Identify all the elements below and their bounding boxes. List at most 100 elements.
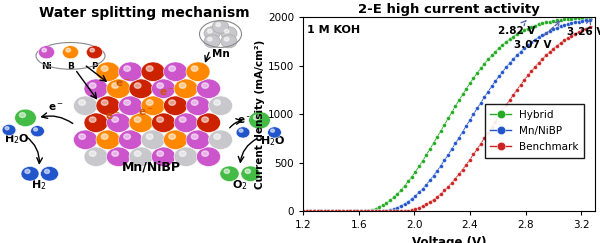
Circle shape bbox=[239, 129, 243, 132]
Circle shape bbox=[66, 48, 71, 52]
Circle shape bbox=[129, 113, 153, 132]
Circle shape bbox=[129, 79, 153, 98]
Circle shape bbox=[236, 127, 250, 138]
Circle shape bbox=[271, 129, 275, 132]
Circle shape bbox=[179, 83, 186, 88]
Benchmark bbox=[481, 136, 488, 139]
Circle shape bbox=[21, 166, 39, 181]
Circle shape bbox=[241, 166, 260, 182]
Benchmark bbox=[334, 210, 341, 213]
Text: 2.82 V: 2.82 V bbox=[498, 21, 535, 35]
Circle shape bbox=[107, 113, 131, 132]
Line: Mn/NiBP: Mn/NiBP bbox=[301, 17, 595, 213]
Benchmark bbox=[299, 210, 307, 213]
Circle shape bbox=[31, 126, 44, 137]
Circle shape bbox=[44, 169, 49, 174]
Text: e$^-$: e$^-$ bbox=[137, 107, 154, 119]
Circle shape bbox=[202, 83, 209, 88]
Circle shape bbox=[209, 130, 233, 149]
Y-axis label: Current density (mA/cm²): Current density (mA/cm²) bbox=[255, 40, 265, 189]
Circle shape bbox=[112, 117, 119, 122]
Circle shape bbox=[74, 130, 97, 149]
Circle shape bbox=[107, 147, 131, 166]
Circle shape bbox=[191, 100, 198, 105]
Circle shape bbox=[62, 46, 79, 59]
Circle shape bbox=[221, 27, 237, 40]
Circle shape bbox=[169, 66, 176, 71]
Text: e$^-$: e$^-$ bbox=[104, 111, 121, 122]
Circle shape bbox=[209, 96, 233, 115]
Text: e$^-$: e$^-$ bbox=[115, 78, 131, 89]
Circle shape bbox=[197, 147, 221, 166]
Circle shape bbox=[34, 128, 37, 131]
Circle shape bbox=[169, 100, 176, 105]
Text: O$_2$: O$_2$ bbox=[232, 178, 248, 192]
Circle shape bbox=[163, 96, 187, 115]
Hybrid bbox=[510, 35, 517, 38]
Circle shape bbox=[124, 66, 131, 71]
Text: H$_2$O: H$_2$O bbox=[4, 132, 29, 146]
Circle shape bbox=[19, 113, 25, 118]
Circle shape bbox=[101, 66, 108, 71]
Benchmark bbox=[394, 210, 401, 213]
Line: Hybrid: Hybrid bbox=[301, 16, 595, 213]
Circle shape bbox=[249, 112, 271, 129]
Circle shape bbox=[174, 113, 198, 132]
Circle shape bbox=[146, 134, 153, 139]
Circle shape bbox=[134, 151, 141, 156]
Text: e$^-$: e$^-$ bbox=[236, 115, 253, 126]
Circle shape bbox=[163, 130, 187, 149]
Circle shape bbox=[2, 124, 16, 136]
Circle shape bbox=[174, 147, 198, 166]
Circle shape bbox=[5, 127, 9, 130]
Circle shape bbox=[224, 29, 229, 33]
Circle shape bbox=[151, 147, 176, 166]
Circle shape bbox=[96, 130, 120, 149]
Circle shape bbox=[90, 48, 95, 52]
Circle shape bbox=[179, 117, 186, 122]
Mn/NiBP bbox=[394, 206, 401, 209]
Circle shape bbox=[208, 37, 212, 41]
Circle shape bbox=[169, 134, 176, 139]
Circle shape bbox=[84, 147, 108, 166]
Circle shape bbox=[134, 83, 141, 88]
Circle shape bbox=[224, 37, 229, 41]
Circle shape bbox=[174, 79, 198, 98]
Circle shape bbox=[204, 27, 220, 40]
Title: 2-E high current activity: 2-E high current activity bbox=[358, 3, 540, 16]
Circle shape bbox=[89, 117, 96, 122]
Line: Benchmark: Benchmark bbox=[301, 24, 595, 213]
Circle shape bbox=[79, 100, 86, 105]
Text: Water splitting mechanism: Water splitting mechanism bbox=[38, 6, 250, 20]
Benchmark bbox=[589, 25, 596, 28]
Circle shape bbox=[220, 166, 239, 182]
Circle shape bbox=[119, 62, 143, 81]
Circle shape bbox=[202, 151, 209, 156]
Circle shape bbox=[179, 151, 186, 156]
X-axis label: Voltage (V): Voltage (V) bbox=[412, 236, 487, 243]
Text: Ni: Ni bbox=[41, 62, 52, 71]
Circle shape bbox=[151, 113, 176, 132]
Circle shape bbox=[208, 29, 212, 33]
Legend: Hybrid, Mn/NiBP, Benchmark: Hybrid, Mn/NiBP, Benchmark bbox=[485, 104, 584, 158]
Circle shape bbox=[197, 79, 221, 98]
Circle shape bbox=[245, 169, 250, 174]
Circle shape bbox=[101, 100, 108, 105]
Circle shape bbox=[163, 62, 187, 81]
Text: 1 M KOH: 1 M KOH bbox=[307, 25, 360, 35]
Circle shape bbox=[202, 117, 209, 122]
Circle shape bbox=[141, 130, 165, 149]
Benchmark bbox=[508, 95, 515, 98]
Hybrid bbox=[299, 210, 307, 213]
Text: e$^-$: e$^-$ bbox=[158, 87, 175, 98]
Circle shape bbox=[146, 66, 153, 71]
Circle shape bbox=[107, 79, 131, 98]
Circle shape bbox=[191, 134, 198, 139]
Circle shape bbox=[221, 35, 237, 48]
Circle shape bbox=[74, 96, 97, 115]
Circle shape bbox=[89, 83, 96, 88]
Circle shape bbox=[157, 83, 164, 88]
Circle shape bbox=[157, 117, 164, 122]
Text: 3.07 V: 3.07 V bbox=[514, 21, 560, 50]
Circle shape bbox=[89, 151, 96, 156]
